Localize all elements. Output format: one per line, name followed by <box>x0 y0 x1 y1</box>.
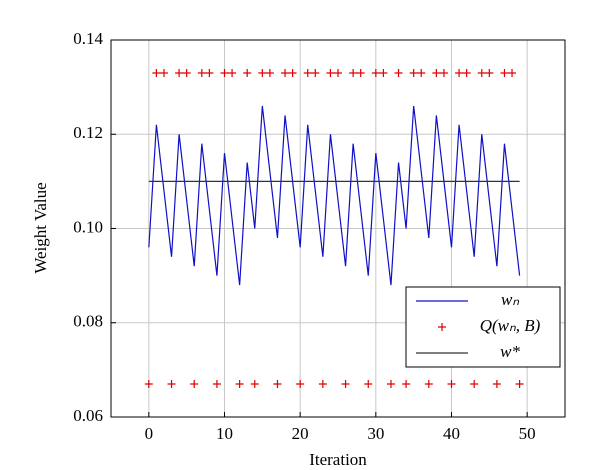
line <box>148 105 521 286</box>
marker <box>273 380 282 389</box>
marker <box>326 68 335 77</box>
marker <box>182 68 191 77</box>
y-axis-label: Weight Value <box>31 182 50 273</box>
marker <box>409 68 418 77</box>
marker <box>356 68 365 77</box>
x-tick-label: 50 <box>519 424 536 443</box>
marker <box>228 68 237 77</box>
marker <box>250 380 259 389</box>
marker <box>439 68 448 77</box>
marker <box>515 380 524 389</box>
marker <box>175 68 184 77</box>
marker <box>432 68 441 77</box>
marker <box>318 380 327 389</box>
marker <box>265 68 274 77</box>
marker <box>371 68 380 77</box>
marker <box>235 380 244 389</box>
x-tick-label: 0 <box>145 424 154 443</box>
x-axis-label: Iteration <box>309 450 367 469</box>
marker <box>500 68 509 77</box>
marker <box>477 68 486 77</box>
marker <box>303 68 312 77</box>
marker <box>364 380 373 389</box>
marker <box>258 68 267 77</box>
marker <box>508 68 517 77</box>
y-tick-label: 0.10 <box>73 217 103 236</box>
marker <box>311 68 320 77</box>
marker <box>152 68 161 77</box>
marker <box>341 380 350 389</box>
x-tick-label: 30 <box>367 424 384 443</box>
marker <box>220 68 229 77</box>
marker <box>167 380 176 389</box>
legend-marker <box>438 323 446 331</box>
marker <box>485 68 494 77</box>
plot-frame <box>110 39 566 418</box>
marker <box>492 380 501 389</box>
legend-label: w* <box>500 342 520 361</box>
marker <box>205 68 214 77</box>
y-tick-label: 0.06 <box>73 406 103 425</box>
legend-label: Q(wₙ, B) <box>480 316 541 335</box>
marker <box>349 68 358 77</box>
marker <box>296 380 305 389</box>
marker <box>288 68 297 77</box>
marker <box>462 68 471 77</box>
marker <box>394 68 403 77</box>
marker <box>424 380 433 389</box>
legend-box <box>405 286 561 368</box>
marker <box>197 68 206 77</box>
marker <box>281 68 290 77</box>
x-tick-label: 20 <box>292 424 309 443</box>
marker <box>212 380 221 389</box>
marker <box>159 68 168 77</box>
y-tick-label: 0.12 <box>73 123 103 142</box>
y-tick-label: 0.14 <box>73 29 103 48</box>
x-tick-label: 40 <box>443 424 460 443</box>
marker <box>470 380 479 389</box>
marker <box>379 68 388 77</box>
x-tick-label: 10 <box>216 424 233 443</box>
marker <box>417 68 426 77</box>
marker <box>144 380 153 389</box>
y-tick-label: 0.08 <box>73 312 103 331</box>
marker <box>190 380 199 389</box>
marker <box>402 380 411 389</box>
marker <box>455 68 464 77</box>
marker <box>243 68 252 77</box>
legend-label: wₙ <box>501 290 519 309</box>
marker <box>334 68 342 77</box>
marker <box>447 380 456 389</box>
marker <box>386 380 395 389</box>
